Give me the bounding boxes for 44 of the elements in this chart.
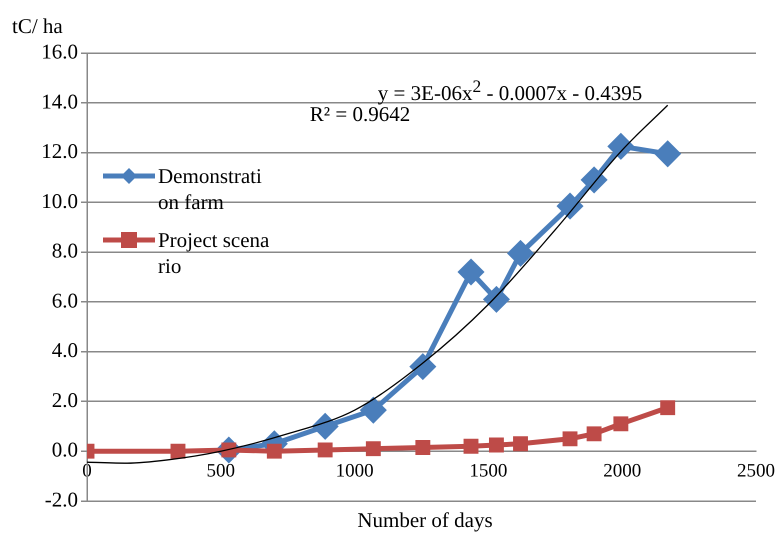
- x-axis-title: Number of days: [357, 508, 493, 532]
- point: [458, 260, 484, 285]
- x-tick-label: 2500: [737, 460, 775, 482]
- y-tick-label: 10.0: [41, 188, 78, 213]
- y-tick-label: 8.0: [52, 238, 78, 263]
- annotation: y = 3E-06x$^{2}$ - 0.0007x - 0.4395: [376, 76, 644, 106]
- y-tick-label: 4.0: [52, 338, 78, 362]
- y-tick-label: 16.0: [41, 40, 78, 64]
- legend-label: Project scenario: [158, 227, 270, 279]
- point: [613, 416, 628, 432]
- x-tick-label: 500: [206, 460, 236, 482]
- point: [318, 442, 333, 458]
- point: [410, 354, 436, 380]
- point: [415, 440, 430, 455]
- point: [488, 438, 504, 452]
- y-tick-label: 0.0: [52, 438, 78, 462]
- point: [170, 444, 186, 459]
- point: [266, 444, 282, 459]
- point: [660, 400, 676, 416]
- y-tick-label: 12.0: [41, 139, 78, 164]
- y-tick-label: 6.0: [52, 288, 78, 312]
- legend-label: Demonstration farm: [158, 163, 263, 215]
- x-tick-label: 1500: [469, 460, 508, 482]
- point: [513, 436, 528, 452]
- x-tick-label: 1000: [336, 460, 374, 482]
- line-series: [87, 104, 668, 464]
- point: [484, 286, 509, 312]
- y-tick-label: 14.0: [41, 89, 78, 114]
- point: [558, 194, 583, 219]
- point: [360, 398, 386, 423]
- point: [464, 438, 478, 454]
- point: [655, 141, 680, 166]
- y-axis-title: tC/ ha: [12, 14, 63, 39]
- point: [562, 431, 578, 446]
- y-tick-label: -2.0: [44, 488, 78, 512]
- point: [586, 426, 602, 442]
- point: [312, 414, 338, 439]
- point: [508, 240, 534, 266]
- x-tick-label: 0: [82, 460, 92, 482]
- x-tick-label: 2000: [603, 460, 642, 482]
- y-tick-label: 2.0: [52, 388, 78, 412]
- point: [582, 167, 607, 192]
- point: [366, 441, 381, 456]
- point: [608, 134, 634, 159]
